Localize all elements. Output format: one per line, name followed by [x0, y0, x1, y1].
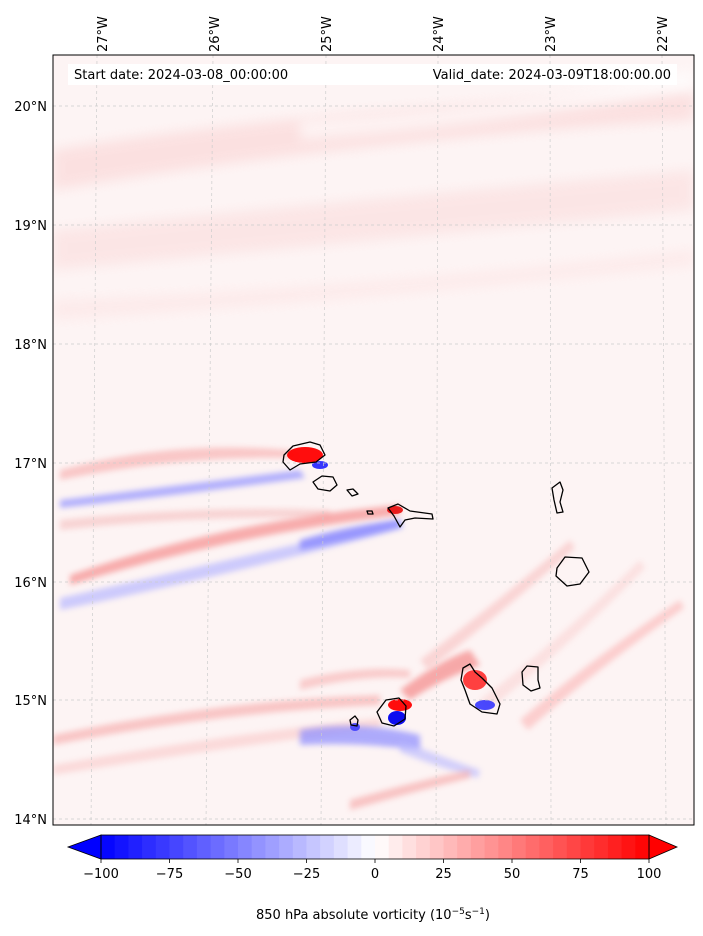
colorbar-segment — [183, 835, 198, 859]
colorbar-segment — [114, 835, 129, 859]
colorbar-segment — [101, 835, 116, 859]
colorbar-segment — [553, 835, 568, 859]
colorbar-segment — [210, 835, 225, 859]
lon-label-24w: 24°W — [432, 16, 447, 52]
colorbar-segment — [580, 835, 595, 859]
colorbar-segment — [512, 835, 527, 859]
colorbar-segment — [484, 835, 499, 859]
colorbar-label: 850 hPa absolute vorticity (10−5s−1) — [256, 907, 490, 923]
coastlines — [282, 441, 590, 727]
colorbar-segment — [443, 835, 458, 859]
lat-label-17n: 17°N — [14, 457, 47, 472]
island-boa-vista — [555, 556, 590, 587]
colorbar-tick-label: −100 — [83, 867, 119, 882]
colorbar-segment — [292, 835, 308, 859]
colorbar-segment — [594, 835, 609, 859]
colorbar-segment — [402, 835, 417, 859]
colorbar-ticks: −100 −75 −50 −25 0 25 50 75 100 — [83, 859, 661, 882]
island-sao-vicente — [312, 475, 338, 492]
island-brava — [349, 715, 359, 727]
colorbar-segment — [265, 835, 280, 859]
colorbar-segment — [621, 835, 636, 859]
colorbar-segment — [333, 835, 349, 859]
colorbar-tick-label: −50 — [224, 867, 251, 882]
colorbar-tick-label: 0 — [371, 867, 379, 882]
start-date-label: Start date: 2024-03-08_00:00:00 — [74, 68, 288, 83]
colorbar-tick-label: 25 — [435, 867, 452, 882]
colorbar-tick-label: −75 — [156, 867, 183, 882]
colorbar-segment — [196, 835, 212, 859]
colorbar-segment — [388, 835, 403, 859]
lat-label-18n: 18°N — [14, 338, 47, 353]
colorbar-segment — [361, 835, 376, 859]
colorbar-segment — [347, 835, 362, 859]
colorbar-segment — [169, 835, 184, 859]
colorbar-segment — [525, 835, 540, 859]
colorbar-segment — [429, 835, 445, 859]
colorbar-tick-label: 100 — [637, 867, 662, 882]
lat-label-16n: 16°N — [14, 576, 47, 591]
island-sal — [551, 481, 564, 514]
colorbar-segment — [635, 835, 650, 859]
colorbar-segment — [457, 835, 472, 859]
island-fogo — [376, 697, 407, 727]
colorbar-segment — [279, 835, 294, 859]
date-header-box — [68, 64, 677, 85]
lon-label-22w: 22°W — [656, 16, 671, 52]
gridlines — [53, 54, 694, 826]
colorbar-segment — [566, 835, 582, 859]
lat-label-20n: 20°N — [14, 100, 47, 115]
lon-label-26w: 26°W — [208, 16, 223, 52]
latitude-labels: 20°N 19°N 18°N 17°N 16°N 15°N 14°N — [14, 100, 47, 828]
colorbar-segment — [142, 835, 157, 859]
colorbar-segment — [155, 835, 171, 859]
island-maio — [521, 665, 541, 692]
island-santa-luzia — [346, 488, 359, 497]
lon-label-23w: 23°W — [544, 16, 559, 52]
lon-label-25w: 25°W — [320, 16, 335, 52]
colorbar-segment — [416, 835, 431, 859]
colorbar-segment — [470, 835, 486, 859]
lon-label-27w: 27°W — [96, 16, 111, 52]
colorbar: −100 −75 −50 −25 0 25 50 75 100 850 hPa absolute… — [66, 834, 679, 923]
colorbar-segment — [375, 835, 390, 859]
colorbar-left-arrow — [66, 834, 102, 860]
lat-label-14n: 14°N — [14, 813, 47, 828]
colorbar-tick-label: 75 — [572, 867, 589, 882]
colorbar-segment — [306, 835, 321, 859]
longitude-labels: 27°W 26°W 25°W 24°W 23°W 22°W — [96, 16, 671, 52]
colorbar-segment — [607, 835, 623, 859]
lat-label-19n: 19°N — [14, 219, 47, 234]
colorbar-segment — [320, 835, 335, 859]
colorbar-segment — [224, 835, 239, 859]
colorbar-segment — [238, 835, 253, 859]
vorticity-field — [53, 70, 694, 810]
valid-date-label: Valid_date: 2024-03-09T18:00:00.00 — [433, 68, 671, 83]
island-santo-antao — [282, 441, 326, 471]
colorbar-right-arrow — [648, 834, 679, 860]
colorbar-segments — [101, 835, 650, 859]
island-santiago — [460, 663, 501, 715]
colorbar-tick-label: −25 — [293, 867, 320, 882]
colorbar-segment — [128, 835, 143, 859]
lat-label-15n: 15°N — [14, 694, 47, 709]
map-frame — [52, 54, 695, 826]
colorbar-segment — [251, 835, 266, 859]
colorbar-segment — [539, 835, 554, 859]
island-sao-nicolau — [366, 503, 434, 528]
colorbar-tick-label: 50 — [504, 867, 521, 882]
colorbar-segment — [498, 835, 513, 859]
